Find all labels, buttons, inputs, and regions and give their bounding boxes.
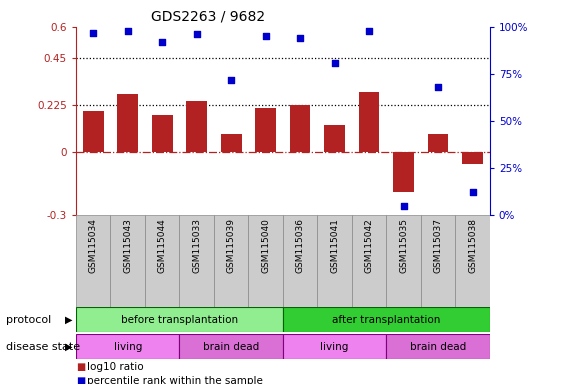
Text: log10 ratio: log10 ratio: [87, 362, 144, 372]
Text: ▶: ▶: [65, 314, 72, 325]
Bar: [462, 152, 483, 164]
Bar: [359, 92, 379, 152]
Text: GDS2263 / 9682: GDS2263 / 9682: [151, 10, 265, 23]
Bar: [214, 215, 248, 307]
Bar: [283, 334, 386, 359]
Bar: [248, 215, 283, 307]
Text: GSM115036: GSM115036: [296, 218, 305, 273]
Point: [261, 33, 270, 40]
Text: ▶: ▶: [65, 341, 72, 352]
Point: [434, 84, 443, 90]
Bar: [352, 215, 386, 307]
Text: percentile rank within the sample: percentile rank within the sample: [87, 376, 263, 384]
Point: [227, 76, 236, 83]
Bar: [386, 215, 421, 307]
Point: [399, 203, 408, 209]
Bar: [324, 125, 345, 152]
Text: after transplantation: after transplantation: [332, 314, 440, 325]
Text: GSM115042: GSM115042: [365, 218, 374, 273]
Text: disease state: disease state: [6, 341, 80, 352]
Point: [192, 31, 201, 38]
Text: before transplantation: before transplantation: [121, 314, 238, 325]
Bar: [180, 215, 214, 307]
Bar: [428, 134, 448, 152]
Point: [330, 60, 339, 66]
Point: [365, 28, 374, 34]
Point: [123, 28, 132, 34]
Text: ■: ■: [76, 362, 85, 372]
Bar: [386, 334, 490, 359]
Text: brain dead: brain dead: [203, 341, 260, 352]
Bar: [455, 215, 490, 307]
Text: GSM115037: GSM115037: [434, 218, 443, 273]
Bar: [83, 111, 104, 152]
Text: GSM115044: GSM115044: [158, 218, 167, 273]
Bar: [180, 334, 283, 359]
Bar: [283, 307, 490, 332]
Text: GSM115038: GSM115038: [468, 218, 477, 273]
Bar: [118, 94, 138, 152]
Point: [468, 189, 477, 195]
Text: ■: ■: [76, 376, 85, 384]
Text: living: living: [114, 341, 142, 352]
Point: [158, 39, 167, 45]
Point: [296, 35, 305, 41]
Bar: [421, 215, 455, 307]
Text: GSM115035: GSM115035: [399, 218, 408, 273]
Bar: [393, 152, 414, 192]
Bar: [76, 215, 110, 307]
Bar: [318, 215, 352, 307]
Text: GSM115034: GSM115034: [89, 218, 98, 273]
Bar: [256, 108, 276, 152]
Point: [89, 30, 98, 36]
Text: living: living: [320, 341, 349, 352]
Bar: [152, 115, 173, 152]
Bar: [76, 334, 180, 359]
Bar: [76, 307, 283, 332]
Text: GSM115033: GSM115033: [192, 218, 201, 273]
Text: GSM115040: GSM115040: [261, 218, 270, 273]
Text: protocol: protocol: [6, 314, 51, 325]
Bar: [145, 215, 180, 307]
Bar: [221, 134, 242, 152]
Bar: [283, 215, 318, 307]
Text: brain dead: brain dead: [410, 341, 466, 352]
Bar: [110, 215, 145, 307]
Text: GSM115039: GSM115039: [227, 218, 236, 273]
Text: GSM115041: GSM115041: [330, 218, 339, 273]
Bar: [290, 105, 311, 152]
Text: GSM115043: GSM115043: [123, 218, 132, 273]
Bar: [186, 101, 207, 152]
